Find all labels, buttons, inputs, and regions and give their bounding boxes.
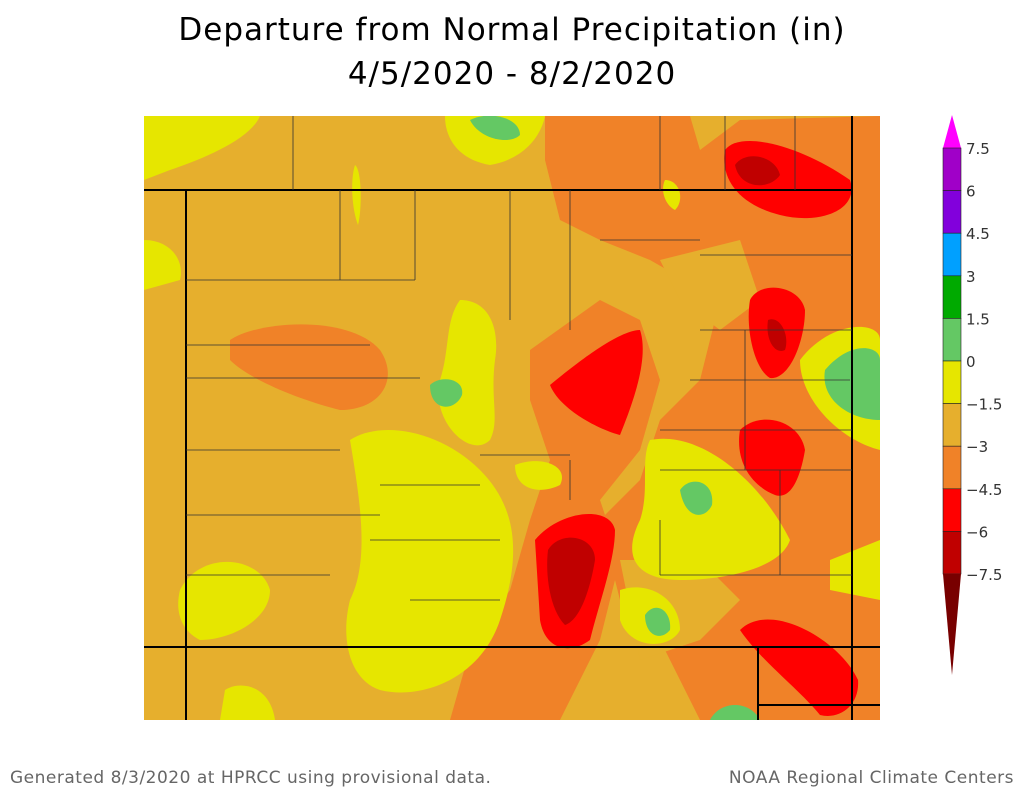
legend-label: 1.5 xyxy=(966,310,990,328)
legend-label: 0 xyxy=(966,353,976,371)
legend-swatch xyxy=(942,360,962,404)
precipitation-map xyxy=(144,116,880,720)
legend-label: 4.5 xyxy=(966,225,990,243)
legend-label: −3 xyxy=(966,438,988,456)
legend-swatch xyxy=(942,403,962,447)
legend-arrow-low xyxy=(943,574,961,675)
legend-label: −4.5 xyxy=(966,481,1002,499)
legend-swatch xyxy=(942,232,962,277)
legend-swatch xyxy=(942,488,962,532)
generated-note: Generated 8/3/2020 at HPRCC using provis… xyxy=(10,768,492,788)
color-legend: 7.5 6 4.5 3 1.5 0 −1.5 −3 −4.5 −6 −7.5 xyxy=(942,115,1002,675)
extremely-dry-areas xyxy=(547,156,787,625)
legend-label: −6 xyxy=(966,523,988,541)
legend-label: −1.5 xyxy=(966,396,1002,414)
map-title: Departure from Normal Precipitation (in) xyxy=(178,12,846,48)
legend-label: 7.5 xyxy=(966,140,990,158)
legend-label: 3 xyxy=(966,268,976,286)
map-date-range: 4/5/2020 - 8/2/2020 xyxy=(347,56,677,92)
legend-arrow-high xyxy=(943,115,961,148)
legend-label: 6 xyxy=(966,183,976,201)
legend-label: −7.5 xyxy=(966,566,1002,584)
legend-swatch xyxy=(942,190,962,234)
county-borders xyxy=(186,116,852,601)
state-borders xyxy=(144,116,880,720)
legend-swatch xyxy=(942,445,962,490)
legend-swatch xyxy=(942,147,962,191)
legend-swatch xyxy=(942,275,962,319)
legend-swatch xyxy=(942,318,962,362)
source-credit: NOAA Regional Climate Centers xyxy=(728,768,1014,788)
legend-swatch xyxy=(942,531,962,575)
